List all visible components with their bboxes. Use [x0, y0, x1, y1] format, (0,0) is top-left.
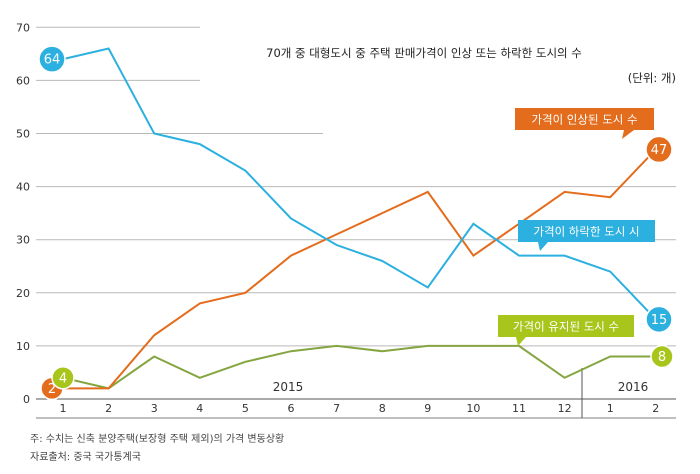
legend-fall-text: 가격이 하락한 도시 시 [533, 225, 639, 239]
unit-note: (단위: 개) [628, 71, 676, 85]
footnote-note: 주: 수치는 신축 분양주택(보장형 주택 제외)의 가격 변동상황 [30, 434, 285, 445]
y-tick-label: 10 [16, 340, 30, 353]
x-tick-label: 2 [105, 402, 112, 415]
badge-fall-end-text: 15 [651, 313, 668, 328]
legend-fall-pointer [538, 242, 548, 251]
legend-label-rise: 가격이 인상된 도시 수 [515, 108, 654, 139]
badge-fall-end-circle [645, 305, 673, 334]
badge-fall-start-circle [38, 45, 66, 73]
series-line-fall [62, 47, 657, 321]
gridlines [36, 26, 676, 347]
x-tick-label: 2 [652, 402, 659, 415]
x-tick-labels: 1 2 3 4 5 6 7 8 9 10 11 12 1 2 [60, 402, 660, 415]
badge-flat-end-circle [650, 344, 674, 369]
footnote-source: 자료출처: 중국 국가통계국 [30, 452, 141, 463]
legend-label-flat: 가격이 유지된 도시 수 [498, 315, 634, 346]
x-tick-label: 8 [379, 402, 386, 415]
badge-flat-end-text: 8 [658, 350, 666, 365]
series-line-flat [62, 344, 656, 390]
value-badges: 64 24 47 15 8 [38, 45, 674, 401]
legend-rise-pointer [622, 130, 634, 139]
legend-rise-box [515, 108, 654, 130]
badge-rise-start-text: 2 [48, 382, 56, 397]
x-tick-label: 10 [466, 402, 480, 415]
badge-fall-start-text: 64 [44, 53, 61, 68]
x-tick-label: 7 [333, 402, 340, 415]
x-tick-label: 3 [151, 402, 158, 415]
series-line-rise [63, 148, 657, 390]
y-tick-label: 40 [16, 181, 30, 194]
y-tick-label: 60 [16, 74, 30, 87]
badge-flat-start-circle [51, 366, 75, 390]
y-tick-label: 50 [16, 128, 30, 141]
x-tick-label: 11 [512, 402, 526, 415]
chart-title: 70개 중 대형도시 중 주택 판매가격이 인상 또는 하락한 도시의 수 [266, 46, 582, 60]
y-tick-labels: 0 10 20 30 40 50 60 70 [16, 21, 30, 406]
legend-label-fall: 가격이 하락한 도시 시 [518, 220, 655, 251]
x-tick-label: 9 [424, 402, 431, 415]
x-tick-label: 12 [558, 402, 572, 415]
badge-rise-end-circle [645, 135, 673, 164]
series-lines [62, 47, 657, 390]
y-tick-label: 0 [23, 393, 30, 406]
y-tick-label: 70 [16, 21, 30, 34]
legend-fall-box [518, 220, 655, 242]
x-tick-label: 1 [607, 402, 614, 415]
y-tick-label: 20 [16, 287, 30, 300]
x-tick-label: 1 [60, 402, 67, 415]
legend-flat-pointer [516, 337, 526, 346]
year-label-2015: 2015 [273, 380, 304, 394]
axes [36, 368, 676, 419]
legend-flat-text: 가격이 유지된 도시 수 [513, 320, 619, 334]
y-tick-label: 30 [16, 234, 30, 247]
legend-rise-text: 가격이 인상된 도시 수 [531, 113, 637, 127]
badge-flat-start-text: 4 [59, 371, 67, 386]
year-label-2016: 2016 [618, 380, 649, 394]
badge-rise-end-text: 47 [651, 143, 668, 158]
legend-flat-box [498, 315, 634, 337]
x-tick-label: 6 [288, 402, 295, 415]
x-tick-label: 5 [242, 402, 249, 415]
x-tick-label: 4 [196, 402, 203, 415]
